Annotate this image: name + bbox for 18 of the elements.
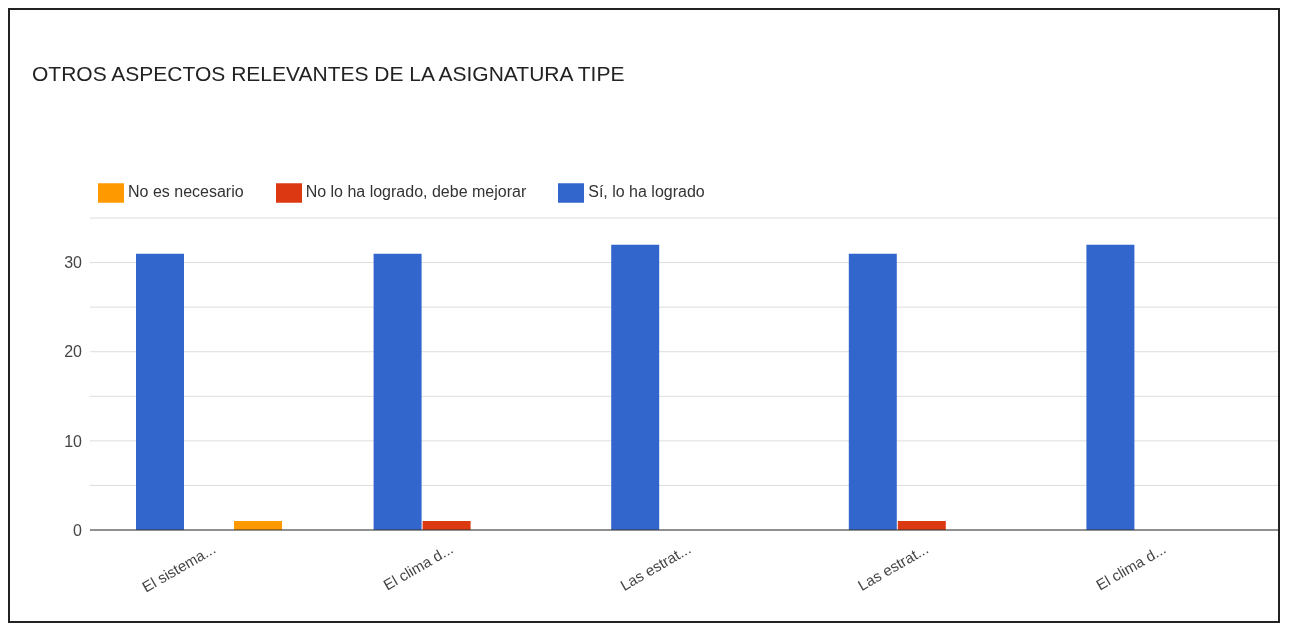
- bar: [897, 521, 946, 530]
- x-tick-label: El clima d...: [380, 539, 456, 594]
- chart-title: OTROS ASPECTOS RELEVANTES DE LA ASIGNATURA TIPE: [32, 62, 625, 86]
- y-tick-label: 0: [73, 521, 83, 539]
- y-tick-label: 20: [64, 343, 83, 361]
- legend-label: No lo ha logrado, debe mejorar: [305, 183, 527, 201]
- legend-label: Sí, lo ha logrado: [588, 183, 705, 201]
- y-tick-label: 30: [64, 254, 83, 272]
- bar: [234, 521, 282, 530]
- bar: [422, 521, 471, 530]
- x-tick-label: El clima d...: [1093, 539, 1169, 594]
- y-tick-label: 10: [64, 432, 83, 450]
- bar: [848, 253, 897, 530]
- legend-label: No es necesario: [128, 183, 244, 201]
- bar: [611, 244, 660, 530]
- bar: [373, 253, 422, 530]
- bar: [1086, 244, 1135, 530]
- bar: [136, 253, 184, 530]
